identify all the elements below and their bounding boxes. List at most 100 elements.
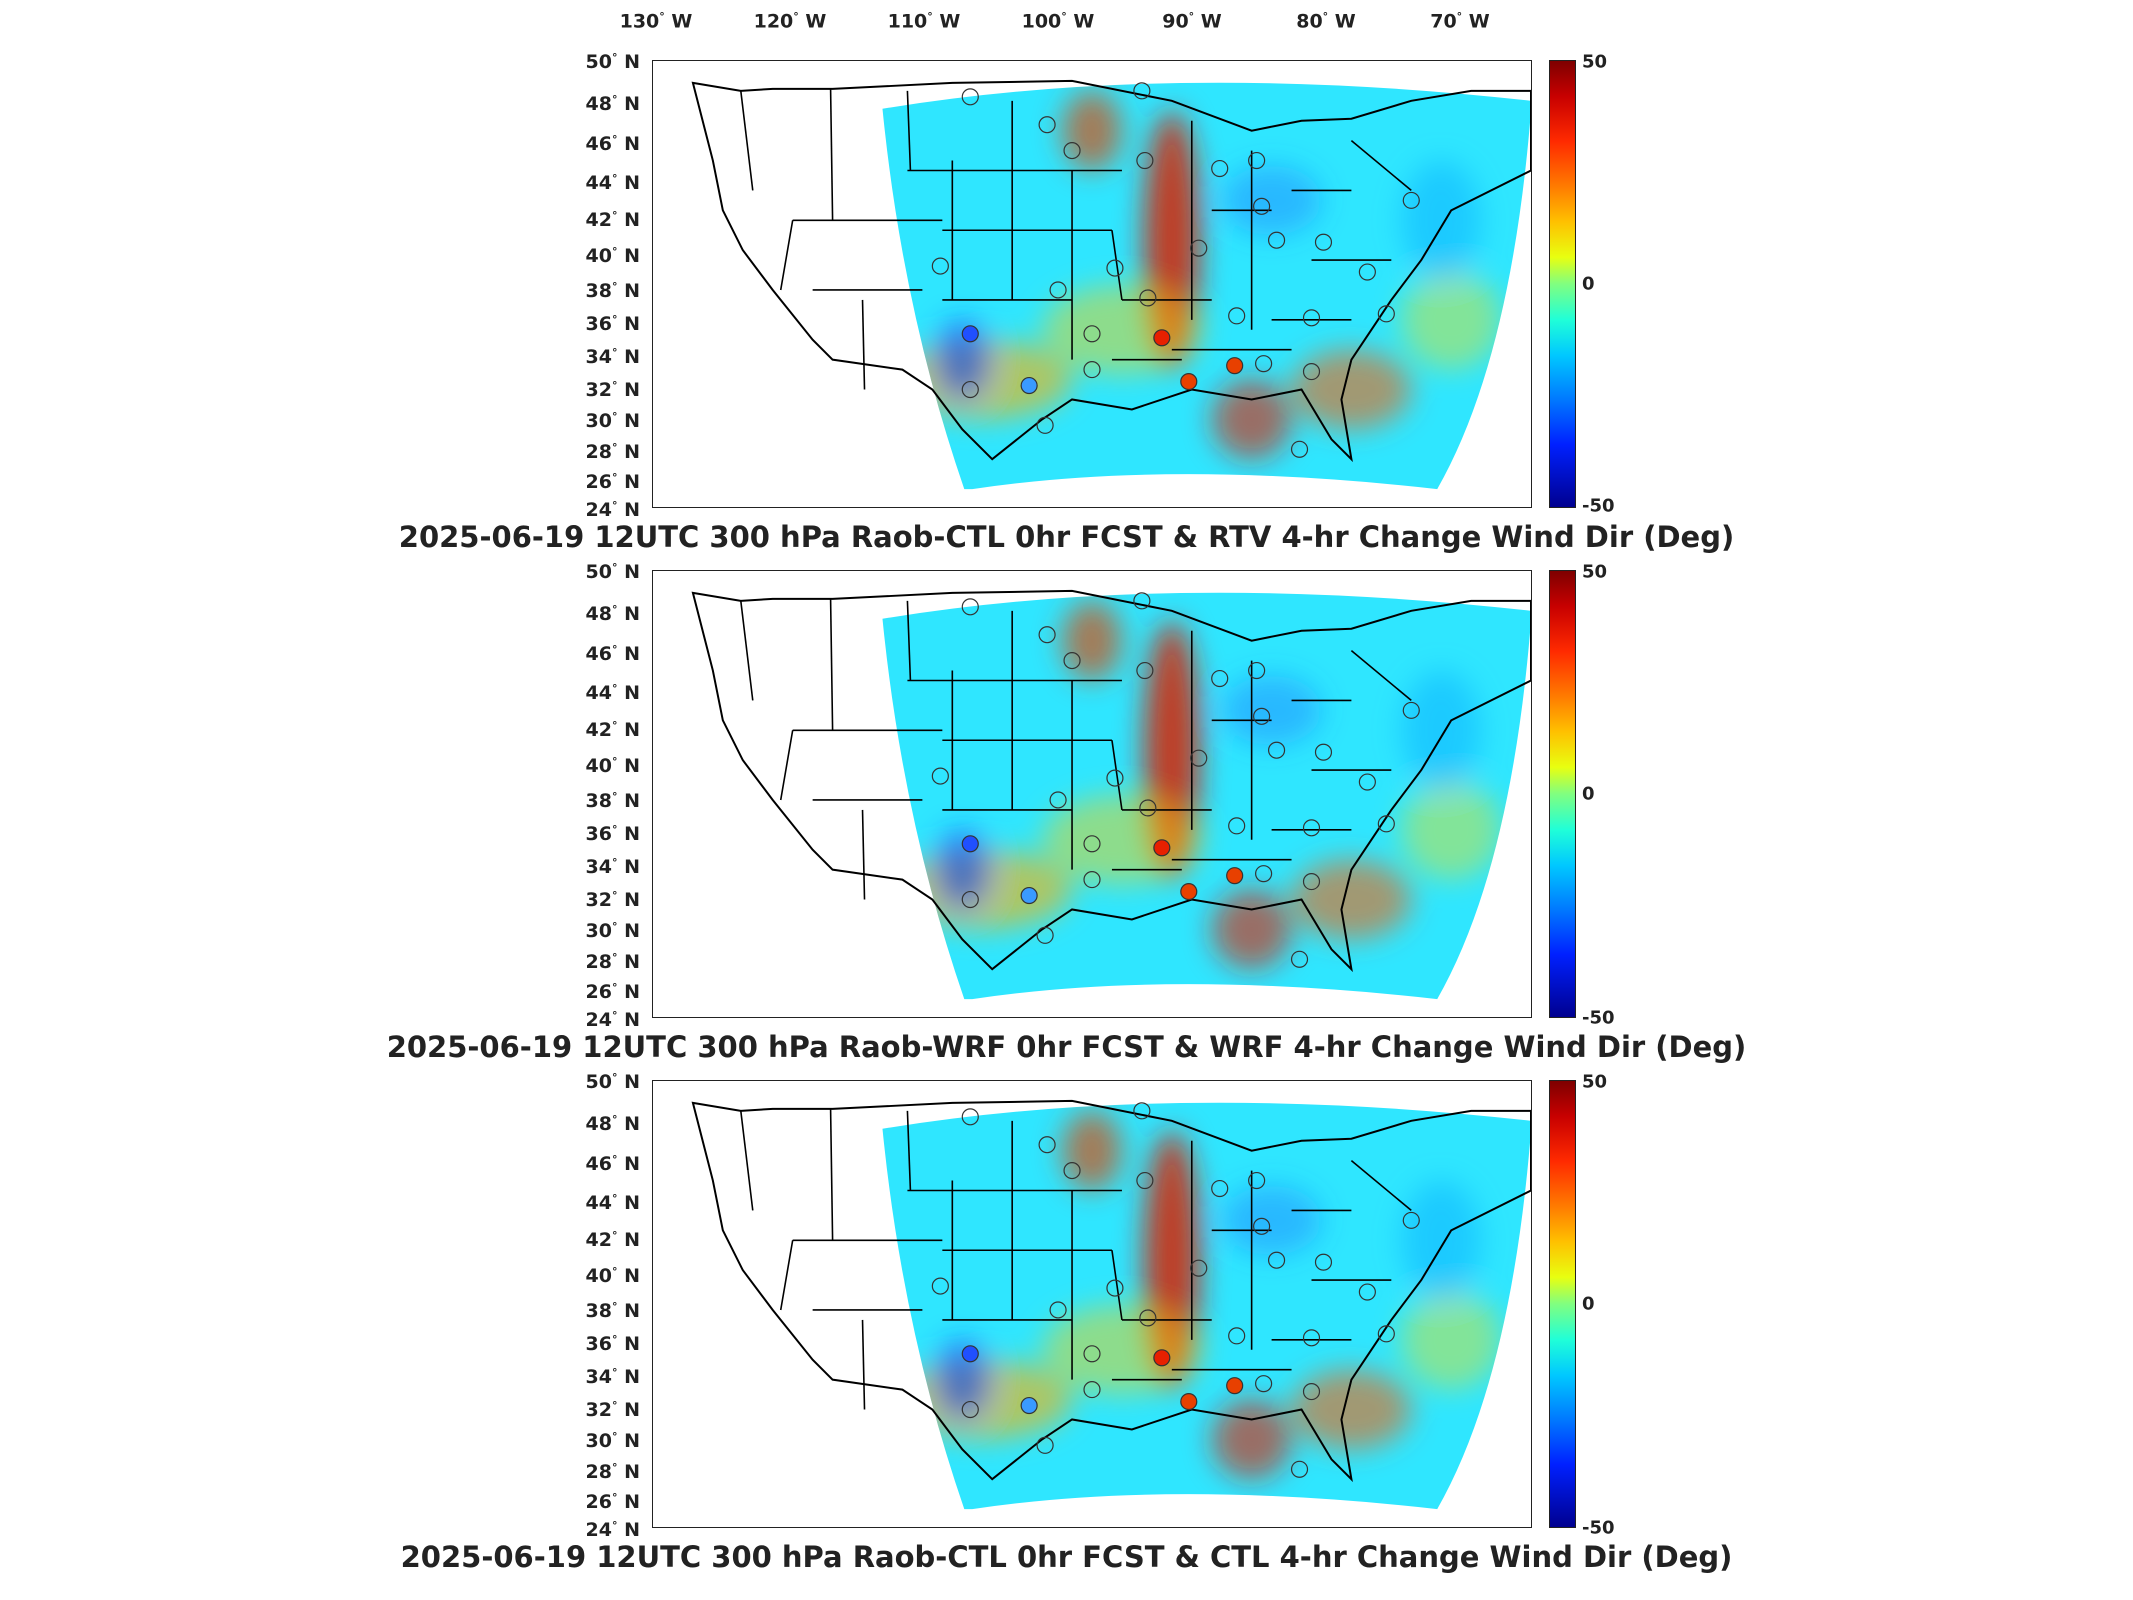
raob-station [1133,82,1151,100]
lat-label: 44° N [585,171,640,195]
colorbar-min-label: -50 [1582,1517,1615,1539]
raob-station [1228,817,1246,835]
raob-station [961,890,979,909]
raob-station [1083,1345,1101,1363]
raob-station [1248,661,1266,680]
field-anomaly [1062,1110,1122,1191]
panel-title: 2025-06-19 12UTC 300 hPa Raob-CTL 0hr FC… [400,1540,1733,1574]
state-boundary [906,600,912,681]
raob-station [961,1400,979,1419]
lat-label: 48° N [585,602,640,626]
lon-label: 120° W [753,10,827,33]
lat-label: 32° N [585,378,640,402]
raob-station [1036,1436,1054,1454]
field-anomaly [1211,379,1292,460]
raob-station [1290,1460,1309,1478]
raob-station [1358,1283,1376,1301]
colorbar-mid-label: 0 [1582,273,1595,295]
state-boundary [740,90,754,191]
lat-label: 30° N [585,1429,640,1453]
lat-label: 34° N [585,855,640,879]
lat-label: 38° N [585,1299,640,1323]
raob-station [1133,1102,1151,1120]
raob-station [1253,197,1271,215]
raob-station [1020,376,1038,395]
raob-station [1180,373,1198,391]
raob-station [961,1345,979,1363]
lon-label: 80° W [1296,10,1356,33]
field-anomaly [1291,859,1412,940]
raob-station [1083,361,1101,379]
raob-station [1038,116,1056,134]
raob-station [1190,239,1208,257]
raob-station [1063,652,1081,670]
raob-station [1190,1259,1208,1277]
field-anomaly [1291,1369,1412,1450]
lat-label: 24° N [585,1518,640,1542]
lat-label: 30° N [585,409,640,433]
lat-label: 44° N [585,681,640,705]
raob-station [1106,1279,1124,1297]
lat-label: 46° N [585,1152,640,1176]
raob-station [1248,151,1266,170]
raob-station [1106,769,1124,787]
raob-station [1377,815,1395,833]
lat-label: 50° N [585,560,640,584]
raob-station [1036,416,1054,434]
raob-station [961,1108,979,1126]
raob-station [1314,1253,1333,1271]
raob-station [1153,1349,1171,1367]
raob-station [1136,1171,1154,1190]
raob-station [961,88,979,106]
lat-label: 32° N [585,1398,640,1422]
state-boundary [829,88,834,221]
raob-station [1153,839,1171,857]
raob-station [1139,799,1157,817]
raob-station [961,380,979,399]
raob-station [1255,865,1273,883]
raob-station [1190,749,1208,767]
state-boundary [779,220,794,291]
colorbar-min-label: -50 [1582,1007,1615,1029]
raob-station [1211,1179,1229,1198]
colorbar [1549,570,1576,1018]
lat-label: 34° N [585,345,640,369]
lat-label: 50° N [585,1070,640,1094]
colorbar-max-label: 50 [1582,561,1608,583]
raob-station [1302,1329,1321,1347]
raob-station [1302,873,1321,891]
state-boundary [1111,230,1123,301]
lat-label: 38° N [585,279,640,303]
map-frame [652,60,1532,508]
raob-station [961,598,979,616]
state-boundary [829,1108,834,1241]
raob-station [1267,1251,1286,1269]
colorbar-min-label: -50 [1582,495,1615,517]
raob-station [1226,867,1244,885]
state-boundary [779,1240,794,1311]
raob-station [1377,1325,1395,1343]
raob-station [931,767,949,785]
lon-label: 90° W [1162,10,1222,33]
state-boundary [1350,1160,1412,1212]
state-boundary [740,1110,754,1211]
field-anomaly [1401,1180,1482,1301]
raob-station [1402,191,1420,209]
colorbar-max-label: 50 [1582,1071,1608,1093]
raob-station [961,325,979,343]
raob-station [1136,151,1154,170]
raob-station [1063,1162,1081,1180]
field-anomaly [1062,600,1122,681]
lat-label: 40° N [585,244,640,268]
raob-station [1180,1393,1198,1411]
lat-label: 42° N [585,1228,640,1252]
field-anomaly [1042,1304,1202,1395]
raob-station [1314,233,1333,251]
raob-station [931,1277,949,1295]
raob-station [1020,886,1038,905]
raob-station [1153,329,1171,347]
raob-station [1302,1383,1321,1401]
wind-direction-map [691,79,1531,490]
colorbar [1549,60,1576,508]
state-boundary [861,809,866,900]
